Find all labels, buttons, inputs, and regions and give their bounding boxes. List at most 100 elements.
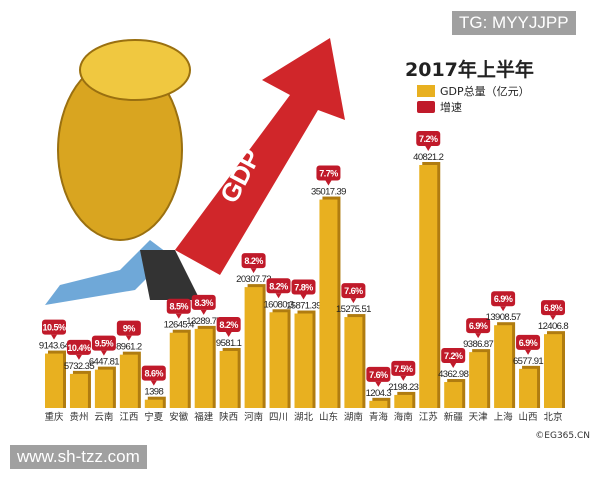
category-label: 云南 [94, 411, 113, 423]
bar [169, 332, 188, 408]
bar [419, 164, 438, 408]
growth-label: 7.6% [344, 286, 363, 296]
growth-badge [391, 360, 416, 376]
growth-badge-pointer [350, 298, 357, 304]
bar-value-label: 6577.91 [513, 356, 543, 367]
category-label: 福建 [194, 411, 214, 423]
growth-badge [141, 365, 166, 381]
growth-badge [366, 366, 391, 382]
bar [519, 368, 538, 408]
growth-badge-pointer [200, 309, 207, 315]
category-label: 青海 [369, 411, 389, 423]
legend-gdp-label: GDP总量（亿元） [440, 84, 530, 98]
growth-label: 6.8% [544, 303, 563, 313]
category-label: 海南 [394, 411, 413, 423]
runner-leg-icon [45, 240, 170, 305]
category-label: 河南 [244, 411, 263, 423]
growth-badge-pointer [425, 145, 432, 151]
growth-badge [541, 300, 565, 316]
growth-badge [42, 319, 66, 335]
growth-badge [266, 278, 291, 294]
bar-value-label: 16080.3 [263, 299, 293, 310]
growth-label: 6.9% [469, 321, 488, 331]
category-label: 上海 [494, 411, 514, 423]
growth-label: 6.9% [494, 294, 513, 304]
growth-label: 7.6% [369, 370, 388, 380]
bar [294, 313, 313, 408]
category-label: 山东 [319, 411, 338, 423]
credit: ©EG365.CN [535, 431, 590, 441]
bar [144, 399, 163, 408]
growth-label: 7.7% [319, 169, 338, 179]
bar [94, 369, 113, 408]
growth-label: 9.5% [95, 339, 114, 349]
growth-badge [291, 279, 316, 295]
category-label: 陕西 [219, 411, 238, 423]
growth-label: 7.8% [294, 283, 313, 293]
growth-label: 7.5% [394, 364, 413, 374]
bar-value-label: 20307.72 [236, 274, 271, 285]
growth-label: 8.2% [219, 320, 238, 330]
bar-value-label: 8961.2 [116, 342, 142, 353]
category-label: 四川 [269, 412, 288, 423]
growth-label: 9% [123, 324, 136, 334]
bar-value-label: 1398 [144, 387, 163, 398]
chart-title: 2017年上半年 [405, 58, 534, 81]
growth-badge [166, 298, 191, 314]
growth-label: 8.6% [145, 369, 164, 379]
growth-label: 7.2% [419, 134, 438, 144]
growth-badge-pointer [100, 350, 107, 356]
growth-badge-pointer [300, 294, 307, 300]
growth-badge [241, 253, 266, 269]
illustration: GDP [45, 38, 345, 305]
growth-badge [91, 335, 116, 351]
bar [444, 382, 463, 408]
growth-badge [216, 316, 241, 332]
category-label: 宁夏 [144, 411, 164, 423]
category-label: 天津 [469, 412, 489, 423]
legend-growth-label: 增速 [440, 100, 462, 114]
bar-value-label: 35017.39 [311, 187, 346, 198]
growth-label: 8.5% [169, 302, 188, 312]
bar-value-label: 9581.1 [216, 338, 242, 349]
bar-value-label: 9386.87 [463, 339, 493, 350]
bar-value-label: 12645.4 [164, 320, 194, 331]
bar-value-label: 9143.64 [39, 341, 69, 352]
gdp-arrow-icon [175, 38, 345, 275]
bar [119, 354, 138, 408]
growth-badge [316, 165, 341, 181]
bar [219, 350, 238, 408]
growth-badge-pointer [150, 380, 157, 386]
growth-badge-pointer [175, 313, 182, 319]
category-label: 湖北 [294, 412, 314, 423]
growth-badge-pointer [525, 349, 532, 355]
bar-value-label: 15275.51 [336, 304, 371, 315]
growth-badge-pointer [75, 354, 82, 360]
watermark-bottom: www.sh-tzz.com [10, 445, 147, 469]
growth-badge-pointer [225, 331, 232, 337]
growth-label: 8.2% [244, 256, 263, 266]
growth-badge-pointer [450, 363, 457, 369]
bar [269, 312, 288, 408]
growth-label: 8.2% [269, 281, 288, 291]
growth-badge-pointer [550, 315, 556, 321]
growth-label: 7.2% [444, 351, 463, 361]
growth-label: 8.3% [194, 298, 213, 308]
bar-value-label: 6447.81 [89, 357, 119, 368]
growth-badge [341, 283, 366, 299]
category-label: 江西 [119, 412, 138, 423]
category-label: 江苏 [419, 411, 439, 423]
runner-body-icon [140, 250, 200, 300]
bar [45, 353, 63, 408]
bar-value-label: 13908.57 [486, 312, 521, 323]
bar [244, 287, 263, 408]
growth-badge [516, 334, 541, 350]
growth-badge-pointer [500, 306, 507, 312]
bar [69, 373, 88, 408]
growth-badge-pointer [475, 333, 482, 339]
growth-badge [191, 294, 216, 310]
growth-badge-pointer [250, 268, 257, 274]
growth-label: 10.5% [42, 323, 66, 333]
growth-badge-pointer [51, 334, 57, 340]
growth-badge-pointer [125, 335, 132, 341]
